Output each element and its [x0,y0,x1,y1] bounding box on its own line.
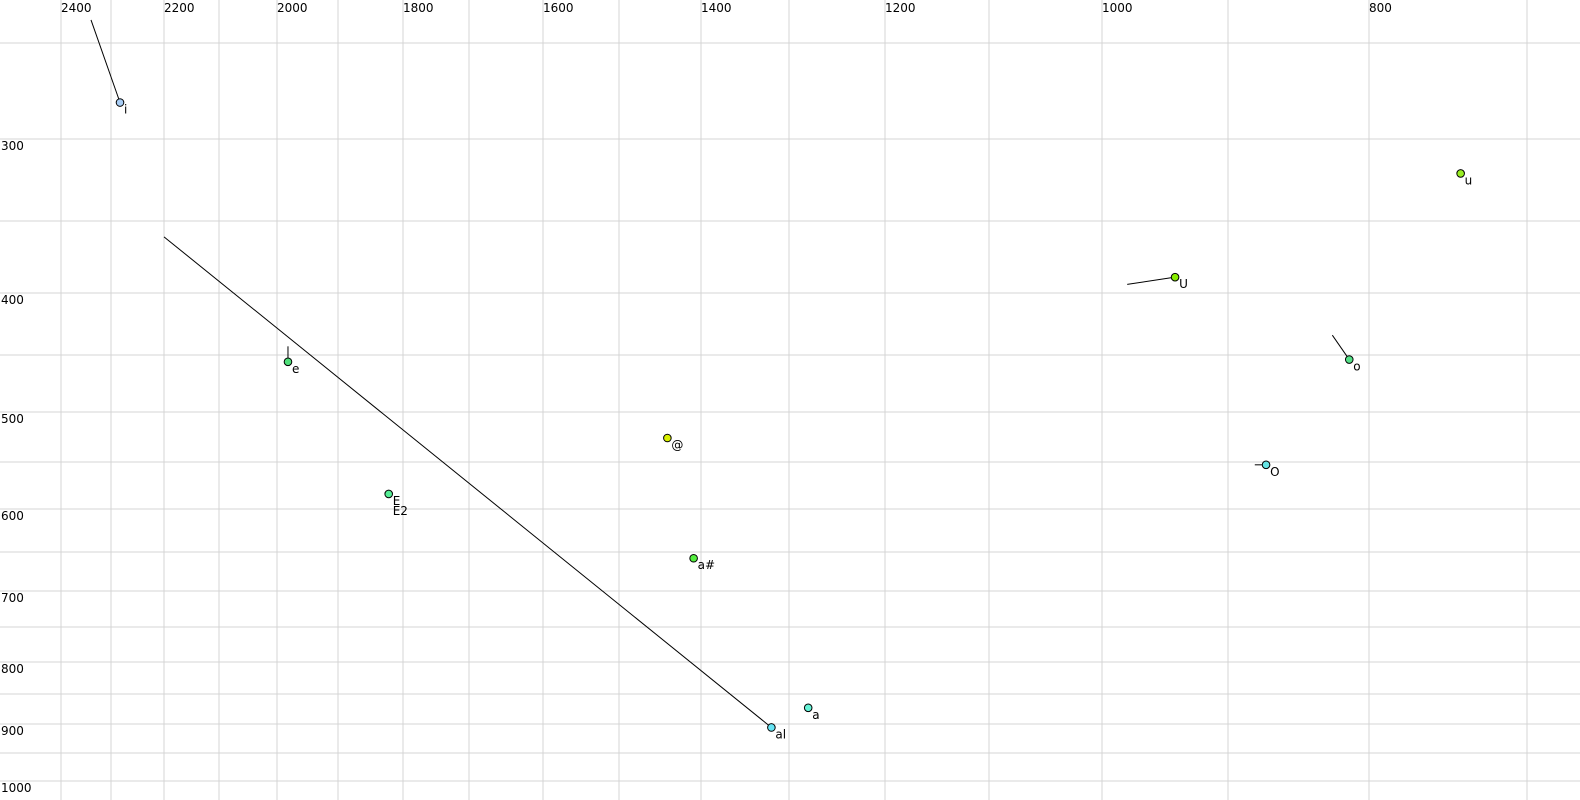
y-tick-label: 500 [1,412,24,426]
point-label: e [292,362,299,376]
point-U [1170,272,1180,282]
x-tick-label: 1000 [1102,1,1133,15]
point-label: o [1353,360,1360,374]
y-tick-label: 1000 [1,781,32,795]
trajectory-al [163,236,772,728]
x-tick-label: 1600 [543,1,574,15]
x-tick-label: 2400 [61,1,92,15]
x-tick-label: 800 [1369,1,1392,15]
point-label: u [1465,173,1473,187]
x-tick-label: 2200 [164,1,195,15]
point-i [115,98,125,107]
y-axis-ticks: 300 400 500 600 700 800 900 1000 [1,139,32,795]
point-u [1456,169,1465,178]
point-label: al [775,727,786,741]
trajectories [90,19,1350,728]
point-al [767,723,776,732]
y-tick-label: 800 [1,662,24,676]
x-tick-label: 1400 [701,1,732,15]
point-O [1261,460,1271,470]
trajectory-U [1127,276,1176,285]
y-tick-label: 600 [1,509,24,523]
x-tick-label: 1800 [403,1,434,15]
point-label: U [1179,277,1188,291]
trajectory-i [90,19,121,103]
point-label: a# [698,558,715,572]
data-points: i e EE2 @ a# al a Uu o O [115,98,1473,741]
point-a# [689,553,698,563]
y-tick-label: 700 [1,591,24,605]
point-E [384,489,394,499]
y-tick-label: 900 [1,724,24,738]
x-tick-label: 1200 [885,1,916,15]
point-label: a [812,708,819,722]
x-axis-ticks: 2400 2200 2000 1800 1600 1400 1200 1000 800 [61,1,1392,15]
point-label: O [1270,465,1279,479]
point-label: @ [671,438,683,452]
trajectory-o [1331,334,1350,360]
point-e [283,357,293,367]
y-tick-label: 300 [1,139,24,153]
point-o [1344,355,1354,364]
x-tick-label: 2000 [277,1,308,15]
point-@ [663,433,672,443]
point-label: E [393,494,401,508]
point-a [803,703,813,713]
point-label: E2 [393,504,408,518]
point-label: i [124,103,127,117]
y-tick-label: 400 [1,293,24,307]
